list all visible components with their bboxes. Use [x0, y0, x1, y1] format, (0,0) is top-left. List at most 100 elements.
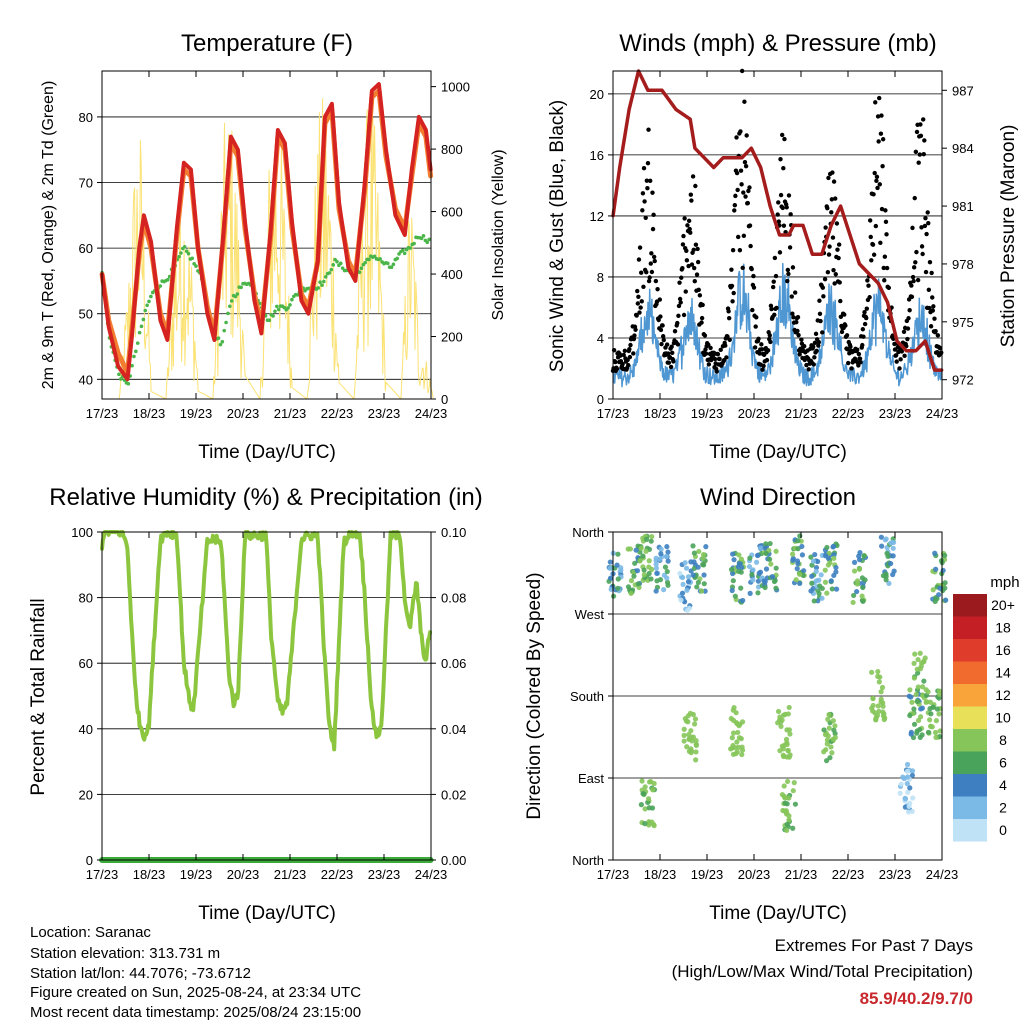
gust-point	[700, 302, 705, 308]
speed-colorbar: 20+ 18 16 14 12 10 8 6 4 2 0	[953, 594, 1015, 842]
gust-point	[725, 334, 730, 339]
temp-9m-line	[99, 88, 434, 376]
gust-point	[862, 321, 868, 327]
gust-point	[703, 347, 708, 352]
x-tick-label: 23/23	[368, 867, 401, 882]
direction-point	[797, 571, 803, 577]
colorbar-swatch	[953, 774, 987, 797]
gust-point	[836, 242, 842, 247]
gust-point	[927, 260, 933, 265]
direction-point	[730, 730, 737, 736]
pressure-y2label: Station Pressure (Maroon)	[998, 125, 1019, 348]
gust-point	[820, 285, 826, 290]
gust-point	[926, 221, 931, 226]
gust-point	[786, 193, 792, 198]
direction-point	[678, 597, 684, 603]
direction-point	[905, 789, 911, 795]
gust-point	[680, 242, 686, 247]
y2-tick-label: 400	[441, 267, 463, 282]
dewpoint-point	[338, 261, 343, 266]
colorbar-label: 14	[995, 665, 1011, 681]
direction-point	[794, 558, 801, 564]
y2-tick-label: 0	[441, 392, 448, 407]
direction-point	[830, 544, 836, 550]
winds-plot-frame	[612, 70, 943, 400]
gust-point	[833, 272, 838, 277]
x-tick-label: 22/23	[321, 867, 354, 882]
direction-point	[646, 805, 652, 811]
direction-point	[928, 711, 934, 717]
dewpoint-point	[323, 275, 328, 279]
direction-point	[930, 704, 936, 710]
gust-point	[622, 348, 628, 354]
y-tick-label: West	[575, 607, 605, 622]
direction-point	[740, 597, 746, 604]
direction-point	[799, 543, 805, 550]
direction-point	[701, 581, 707, 587]
gust-point	[767, 333, 772, 338]
direction-point	[874, 712, 881, 718]
direction-point	[763, 541, 769, 547]
gust-point	[811, 344, 816, 349]
direction-point	[728, 746, 734, 752]
gust-point	[883, 219, 889, 225]
direction-point	[880, 703, 886, 709]
direction-point	[611, 593, 617, 599]
dewpoint-point	[359, 266, 364, 270]
y-tick-label: 12	[590, 209, 604, 224]
y2-tick-label: 984	[952, 141, 974, 156]
dewpoint-point	[389, 265, 394, 270]
direction-point	[773, 548, 779, 554]
gust-point	[764, 357, 770, 363]
direction-point	[794, 566, 800, 572]
direction-point	[790, 557, 796, 563]
direction-point	[932, 598, 938, 605]
gust-point	[677, 280, 682, 285]
gust-point	[751, 273, 756, 279]
direction-point	[870, 702, 876, 709]
dewpoint-point	[233, 294, 238, 299]
direction-point	[797, 580, 803, 586]
dewpoint-point	[412, 241, 416, 246]
gust-point	[754, 315, 759, 320]
direction-point	[823, 553, 829, 559]
gust-point	[730, 299, 735, 304]
gust-point	[776, 200, 781, 205]
dewpoint-point	[126, 381, 131, 386]
direction-point	[769, 574, 775, 580]
direction-point	[637, 558, 643, 564]
x-tick-label: 23/23	[879, 867, 912, 882]
gust-point	[740, 265, 745, 271]
gust-point	[928, 324, 934, 329]
gust-point	[913, 260, 918, 265]
direction-point	[648, 779, 654, 785]
direction-point	[607, 559, 613, 565]
direction-point	[875, 703, 881, 709]
gust-point	[669, 344, 674, 349]
direction-point	[833, 586, 840, 592]
station-info: Location: Saranac Station elevation: 313…	[30, 924, 361, 1021]
direction-point	[690, 734, 696, 740]
direction-point	[790, 788, 796, 794]
colorbar-swatch	[953, 594, 987, 617]
gust-point	[679, 275, 684, 280]
direction-point	[762, 545, 768, 551]
direction-point	[813, 564, 820, 571]
dewpoint-point	[367, 257, 371, 262]
y2-tick-label: 972	[952, 373, 974, 388]
direction-point	[917, 650, 923, 656]
gust-point	[864, 315, 869, 321]
direction-point	[791, 780, 797, 786]
direction-point	[653, 565, 660, 571]
gust-point	[685, 223, 690, 228]
direction-point	[607, 565, 613, 571]
y2-tick-label: 200	[441, 330, 463, 345]
direction-point	[693, 737, 699, 744]
gust-point	[636, 294, 641, 299]
dewpoint-point	[419, 236, 424, 241]
x-tick-label: 19/23	[180, 867, 213, 882]
gust-point	[813, 331, 819, 337]
direction-point	[677, 570, 683, 577]
solar-line	[118, 98, 434, 400]
dewpoint-point	[295, 293, 300, 297]
